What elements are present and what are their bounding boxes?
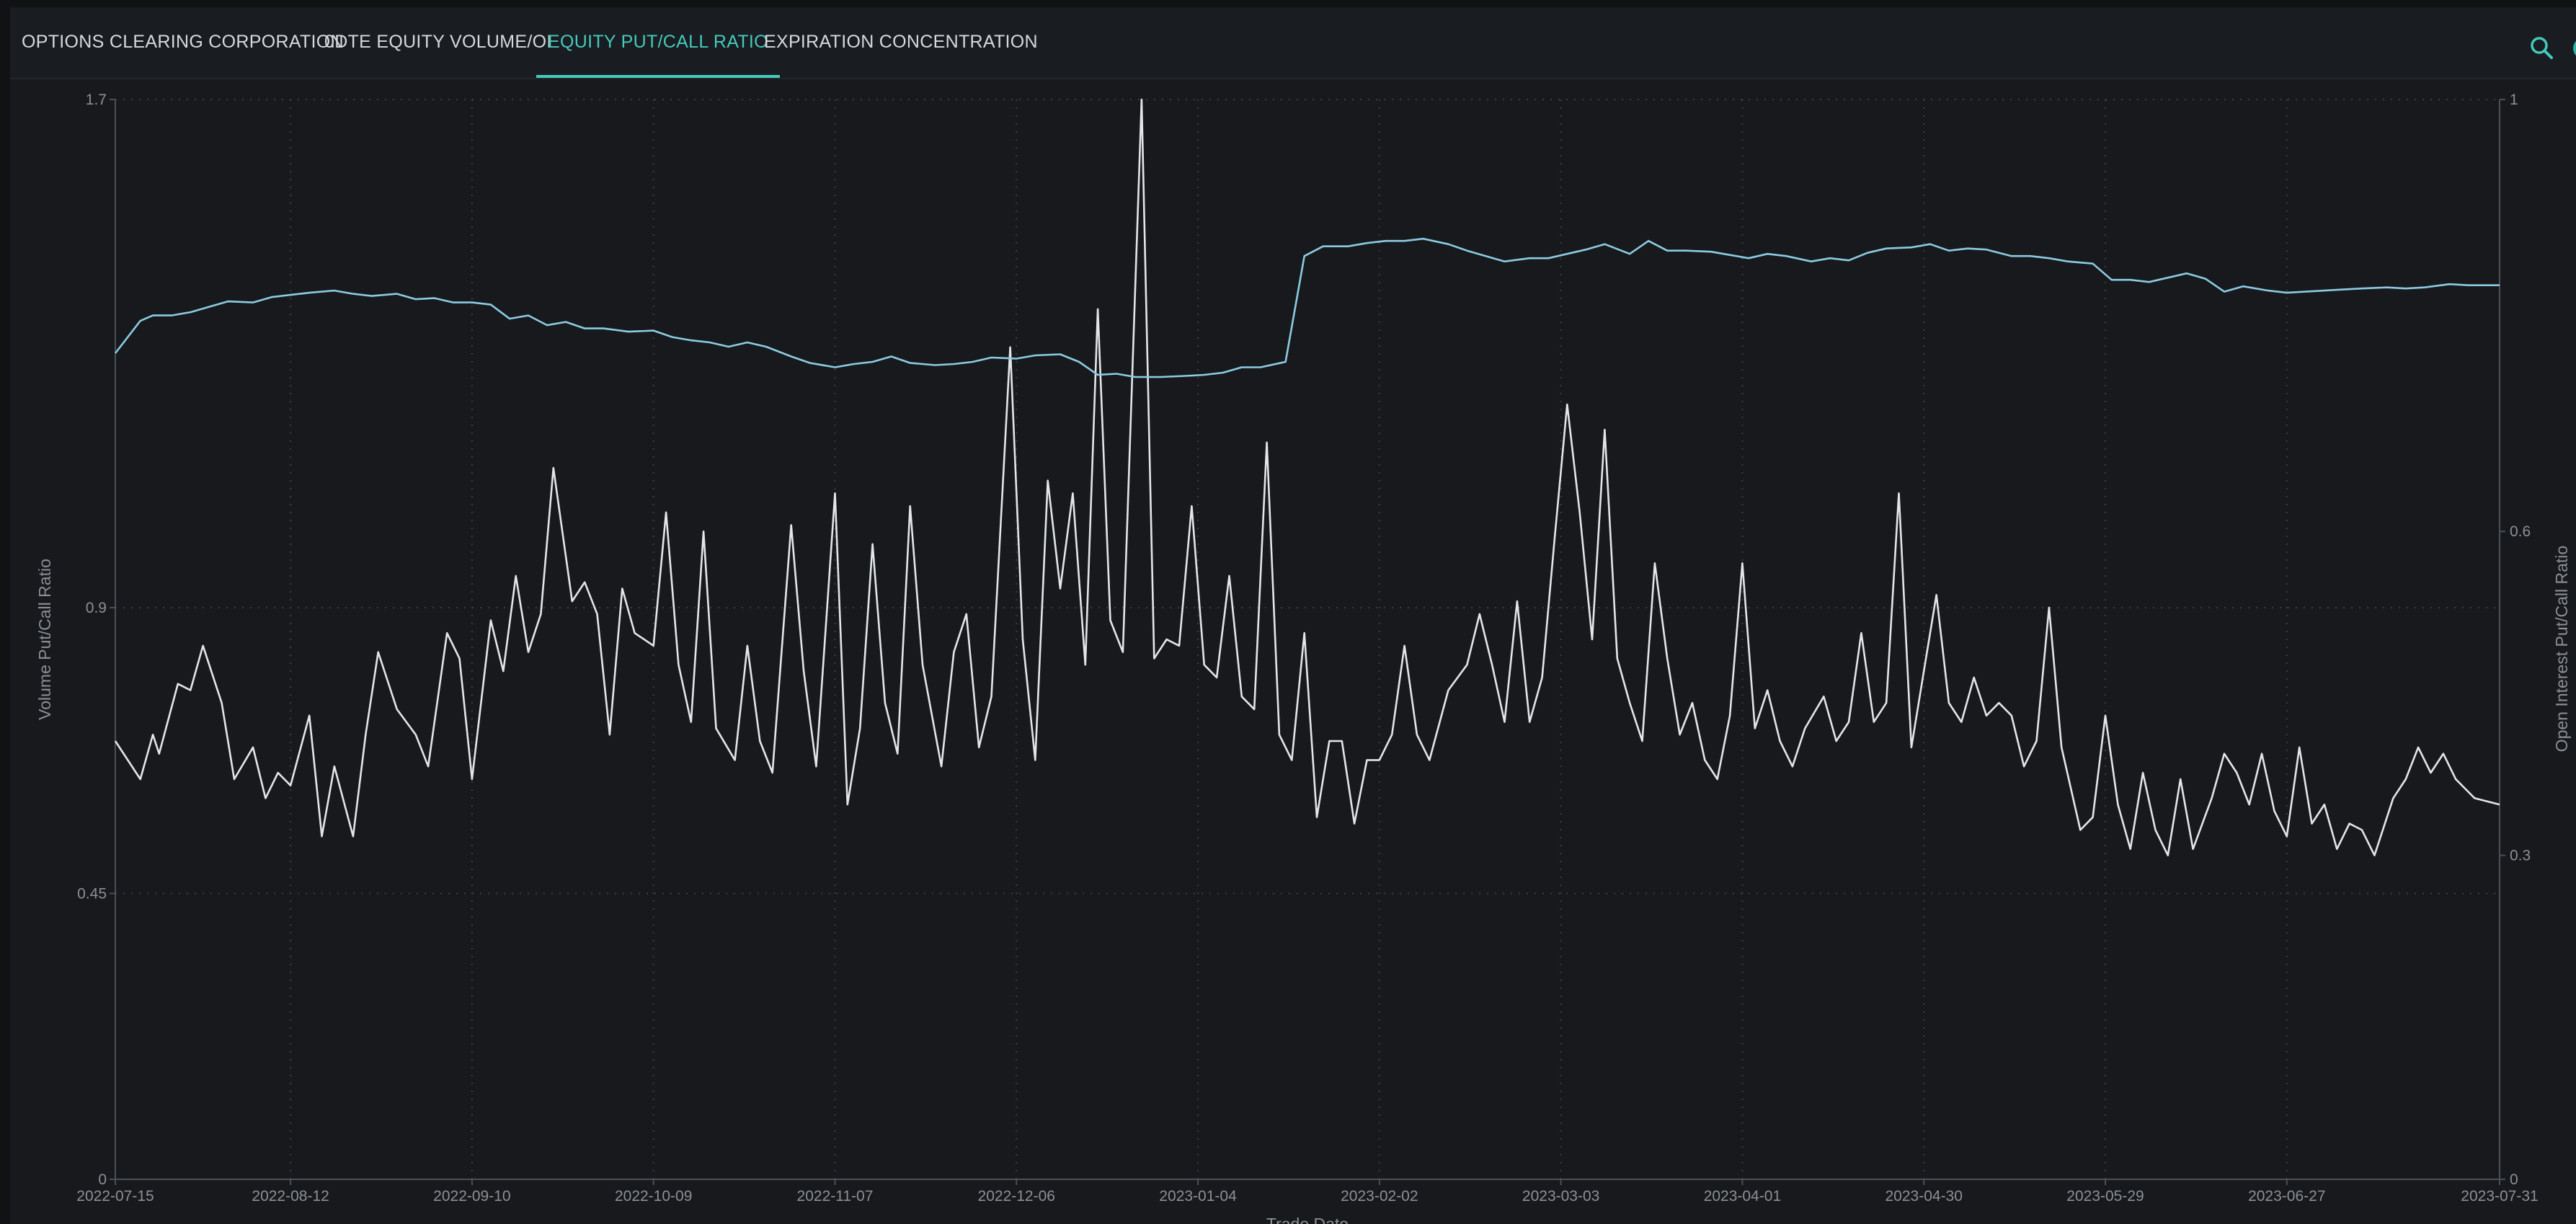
y-tick-label-right: 0: [2510, 1171, 2518, 1188]
y-axis-label-left: Volume Put/Call Ratio: [35, 559, 54, 720]
tab-label: 0DTE EQUITY VOLUME/OI: [324, 32, 552, 52]
vertical-grid: [290, 99, 2288, 1179]
x-tick-label: 2022-12-06: [978, 1188, 1055, 1205]
left-y-ticks: 0 0.45 0.9 1.7: [77, 92, 115, 1188]
tab-label: EQUITY PUT/CALL RATIO: [548, 32, 768, 52]
x-tick-label: 2023-01-04: [1159, 1188, 1237, 1205]
left-strip: [0, 0, 10, 1224]
x-tick-label: 2023-03-03: [1522, 1188, 1599, 1205]
x-tick-label: 2023-07-31: [2461, 1188, 2538, 1205]
tab-label: OPTIONS CLEARING CORPORATION: [22, 32, 344, 52]
y-tick-label-left: 0.9: [86, 600, 107, 616]
status-indicator[interactable]: [2573, 37, 2576, 59]
volume-ratio-line: [114, 98, 2500, 856]
y-tick-label-right: 0.6: [2510, 523, 2531, 540]
tab-bar: OPTIONS CLEARING CORPORATION 0DTE EQUITY…: [10, 7, 2576, 79]
x-tick-label: 2022-08-12: [252, 1188, 329, 1205]
x-tick-label: 2023-04-01: [1704, 1188, 1781, 1205]
tab-options-clearing-corporation[interactable]: OPTIONS CLEARING CORPORATION: [22, 7, 344, 76]
x-tick-label: 2022-09-10: [433, 1188, 510, 1205]
active-tab-underline: [536, 75, 780, 78]
x-tick-label: 2023-04-30: [1886, 1188, 1963, 1205]
y-tick-label-right: 0.3: [2510, 848, 2531, 864]
x-ticks: 2022-07-15 2022-08-12 2022-09-10 2022-10-09…: [76, 1179, 2539, 1205]
y-tick-label-left: 0: [98, 1171, 107, 1188]
y-axis-label-right: Open Interest Put/Call Ratio: [2552, 546, 2571, 752]
y-tick-label-left: 0.45: [77, 885, 107, 902]
x-axis-label: Trade Date: [1266, 1215, 1349, 1224]
series-layer: [114, 98, 2500, 856]
tab-label: EXPIRATION CONCENTRATION: [764, 32, 1038, 52]
x-tick-label: 2022-10-09: [615, 1188, 692, 1205]
x-tick-label: 2023-05-29: [2066, 1188, 2144, 1205]
right-y-ticks: 0 0.3 0.6 1: [2500, 92, 2531, 1188]
tab-0dte-equity-volume-oi[interactable]: 0DTE EQUITY VOLUME/OI: [324, 7, 552, 76]
x-tick-label: 2023-06-27: [2248, 1188, 2325, 1205]
search-icon[interactable]: [2528, 35, 2554, 61]
tab-equity-put-call-ratio[interactable]: EQUITY PUT/CALL RATIO: [536, 7, 780, 78]
y-tick-label-left: 1.7: [86, 92, 107, 108]
horizontal-grid: [115, 99, 2500, 895]
x-tick-label: 2023-02-02: [1341, 1188, 1418, 1205]
x-tick-label: 2022-11-07: [797, 1188, 874, 1205]
open-interest-ratio-line: [114, 237, 2500, 378]
tab-expiration-concentration[interactable]: EXPIRATION CONCENTRATION: [764, 7, 1038, 76]
top-strip: [0, 0, 2576, 7]
x-tick-label: 2022-07-15: [76, 1188, 154, 1205]
y-tick-label-right: 1: [2510, 92, 2518, 108]
